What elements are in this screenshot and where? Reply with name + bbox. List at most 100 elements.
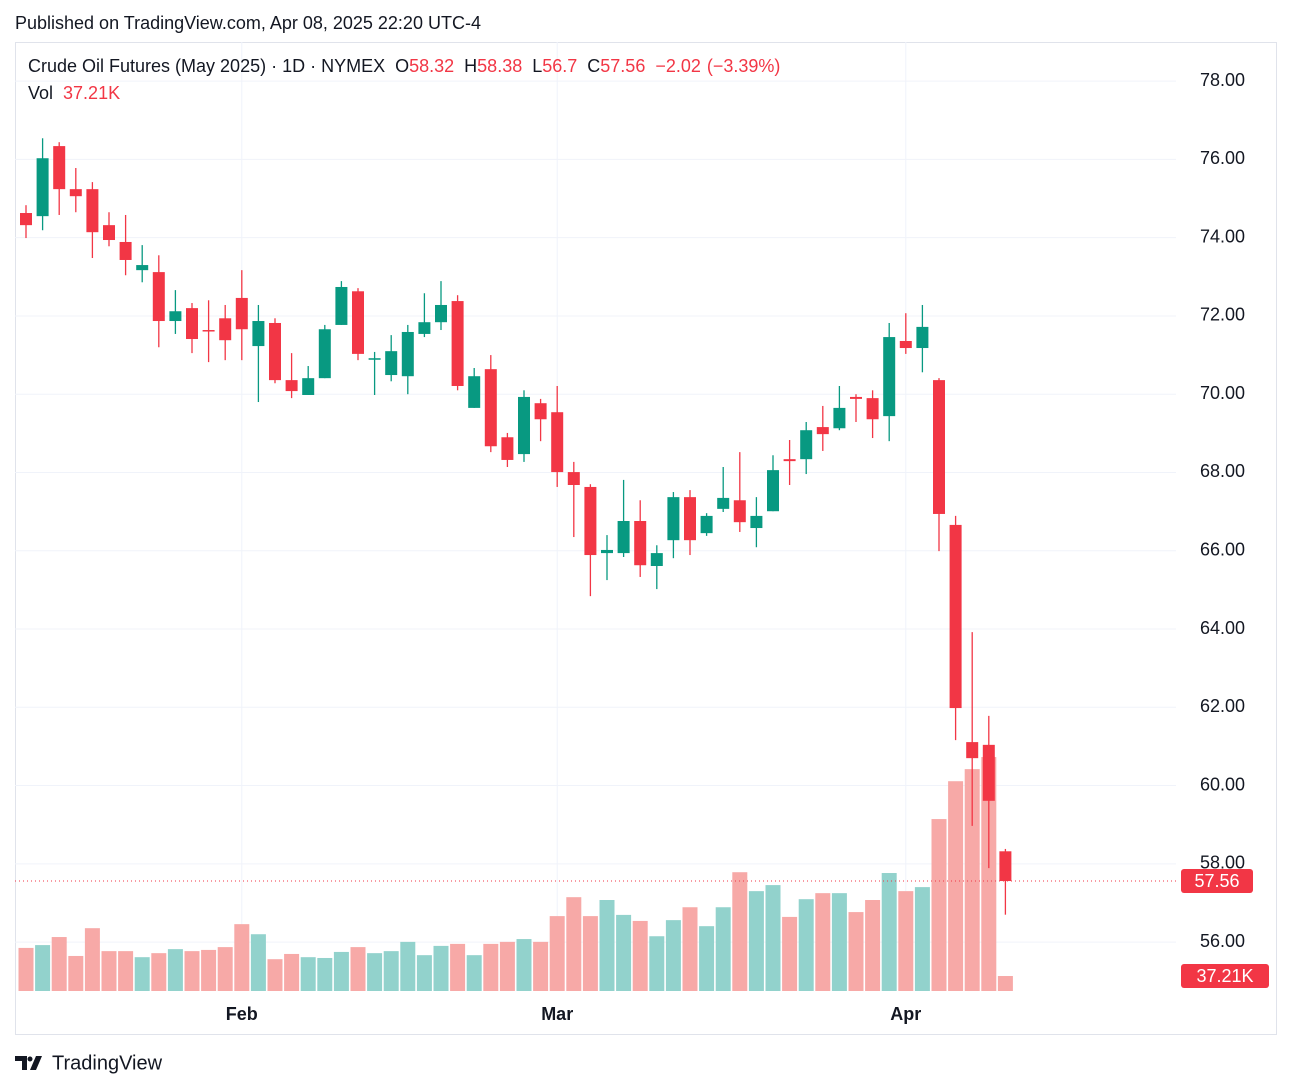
grid: 56.00 58.00 60.00 62.00 64.00 66.00 68.00 70.00… <box>15 42 1245 1024</box>
candle-body <box>816 427 829 435</box>
candle-body <box>285 380 298 392</box>
y-tick-label: 76.00 <box>1200 148 1245 168</box>
volume-bar <box>599 899 615 991</box>
candle-body <box>518 396 530 455</box>
y-tick-label: 72.00 <box>1200 305 1245 325</box>
volume-bar <box>948 781 964 991</box>
y-tick-label: 74.00 <box>1200 226 1245 246</box>
candle-body <box>368 358 381 360</box>
volume-bar <box>798 899 814 991</box>
volume-bar <box>134 957 150 991</box>
volume-bar <box>632 920 648 991</box>
candle-body <box>617 521 630 554</box>
candle-body <box>435 304 447 323</box>
volume-bar <box>68 955 84 991</box>
volume-bar <box>416 955 432 991</box>
last-volume-label: 37.21K <box>1196 966 1253 986</box>
candle-body <box>949 524 962 709</box>
candle-body <box>534 403 547 420</box>
volume-bar <box>300 957 316 991</box>
volume-bar <box>815 893 831 991</box>
candle-body <box>717 497 730 509</box>
volume-bar <box>981 757 997 991</box>
volume-bar <box>35 945 51 991</box>
volume-bar <box>217 947 233 991</box>
candle-body <box>335 286 348 325</box>
volume-bar <box>201 949 217 991</box>
y-tick-label: 70.00 <box>1200 383 1245 403</box>
candle-body <box>219 318 232 341</box>
volume-bar <box>483 943 499 991</box>
candle-body <box>634 521 647 566</box>
candle-body <box>567 472 580 485</box>
candle-body <box>982 744 995 801</box>
candle-body <box>36 158 49 217</box>
candle-body <box>684 497 696 541</box>
candle-body <box>86 189 99 233</box>
volume-bar <box>582 916 598 991</box>
brand: TradingView <box>15 1052 163 1074</box>
x-tick-label: Apr <box>890 1004 921 1024</box>
candle-body <box>650 553 663 567</box>
candle-body <box>451 301 464 386</box>
candle-body <box>53 146 66 190</box>
volume-bar <box>848 912 864 991</box>
candle-body <box>783 459 796 462</box>
candle-body <box>833 407 846 429</box>
y-tick-label: 64.00 <box>1200 618 1245 638</box>
candle-body <box>866 398 879 420</box>
volume-bar <box>350 947 366 991</box>
volume-bar <box>234 924 250 991</box>
change: −2.02 <box>655 56 701 76</box>
volume-bar <box>649 936 665 991</box>
ohlc-value: 56.7 <box>542 56 577 76</box>
volume-bar <box>400 941 416 991</box>
volume-bar <box>383 951 399 991</box>
candle-body <box>933 380 945 514</box>
candle-body <box>501 437 514 460</box>
candle-body <box>385 351 398 376</box>
candle-body <box>484 369 497 447</box>
y-tick-label: 66.00 <box>1200 539 1245 559</box>
volume-bar <box>516 939 532 991</box>
candle-body <box>186 308 198 340</box>
ohlc-value: 57.56 <box>600 56 645 76</box>
y-tick-label: 68.00 <box>1200 461 1245 481</box>
volume-header: Vol 37.21K <box>28 83 120 103</box>
volume-bar <box>616 914 632 991</box>
candle-body <box>103 225 115 241</box>
candle-body <box>733 500 746 523</box>
candle-body <box>601 549 613 554</box>
chart-frame <box>15 42 1277 1035</box>
candle-body <box>235 297 248 330</box>
volume-bar <box>549 916 565 991</box>
ohlc-letter: H <box>464 56 477 76</box>
volume-bar <box>931 819 947 991</box>
brand-logo <box>15 1056 42 1070</box>
candle-body <box>418 322 431 334</box>
published-line: Published on TradingView.com, Apr 08, 20… <box>15 13 481 33</box>
volume-bar <box>167 949 183 991</box>
last-volume-box <box>1181 964 1269 989</box>
volume-bar <box>333 951 349 991</box>
ohlc-value: 58.32 <box>409 56 454 76</box>
candle-body <box>119 241 132 260</box>
brand-name: TradingView <box>52 1052 163 1074</box>
volume-bar <box>18 947 34 991</box>
change-percent: (−3.39%) <box>707 56 781 76</box>
volume-bar <box>682 907 698 991</box>
last-price-label: 57.56 <box>1194 871 1239 891</box>
volume-bar <box>250 934 266 991</box>
candle-body <box>468 376 481 408</box>
volume-bar <box>831 893 847 991</box>
volume-bar <box>914 887 930 991</box>
y-tick-label: 56.00 <box>1200 931 1245 951</box>
candle-body <box>202 330 215 332</box>
volume-bar <box>865 899 881 991</box>
candle-layer <box>20 138 1012 915</box>
y-tick-label: 78.00 <box>1200 70 1245 90</box>
candle-body <box>966 742 979 759</box>
candle-body <box>318 329 331 379</box>
candle-body <box>883 337 896 417</box>
